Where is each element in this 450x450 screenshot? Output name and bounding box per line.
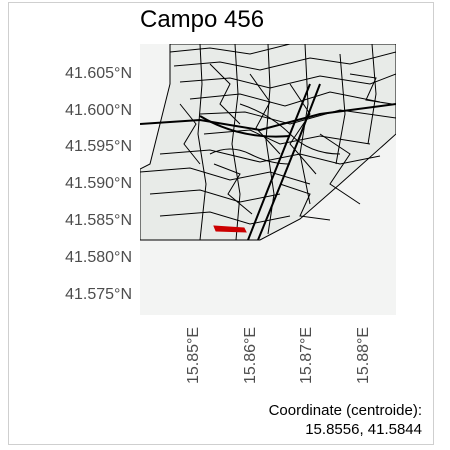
caption-line-2: 15.8556, 41.5844 <box>305 421 422 438</box>
map-title: Campo 456 <box>140 6 265 33</box>
lat-tick-label: 41.600°N <box>65 102 132 119</box>
lat-tick-label: 41.575°N <box>65 286 132 303</box>
caption-line-1: Coordinate (centroide): <box>268 402 422 419</box>
centroid-caption: Coordinate (centroide): 15.8556, 41.5844 <box>269 401 422 439</box>
lat-tick-label: 41.585°N <box>65 212 132 229</box>
lon-tick-label: 15.87°E <box>298 326 315 384</box>
main-roads <box>140 83 396 241</box>
lon-tick-label: 15.88°E <box>355 326 372 384</box>
lat-tick-label: 41.580°N <box>65 249 132 266</box>
lon-tick-label: 15.86°E <box>242 326 259 384</box>
lat-tick-label: 41.605°N <box>65 65 132 82</box>
highlighted-parcel <box>213 225 247 233</box>
lon-tick-label: 15.85°E <box>185 326 202 384</box>
lat-tick-label: 41.595°N <box>65 138 132 155</box>
parcel-map <box>140 44 396 315</box>
lat-tick-label: 41.590°N <box>65 175 132 192</box>
